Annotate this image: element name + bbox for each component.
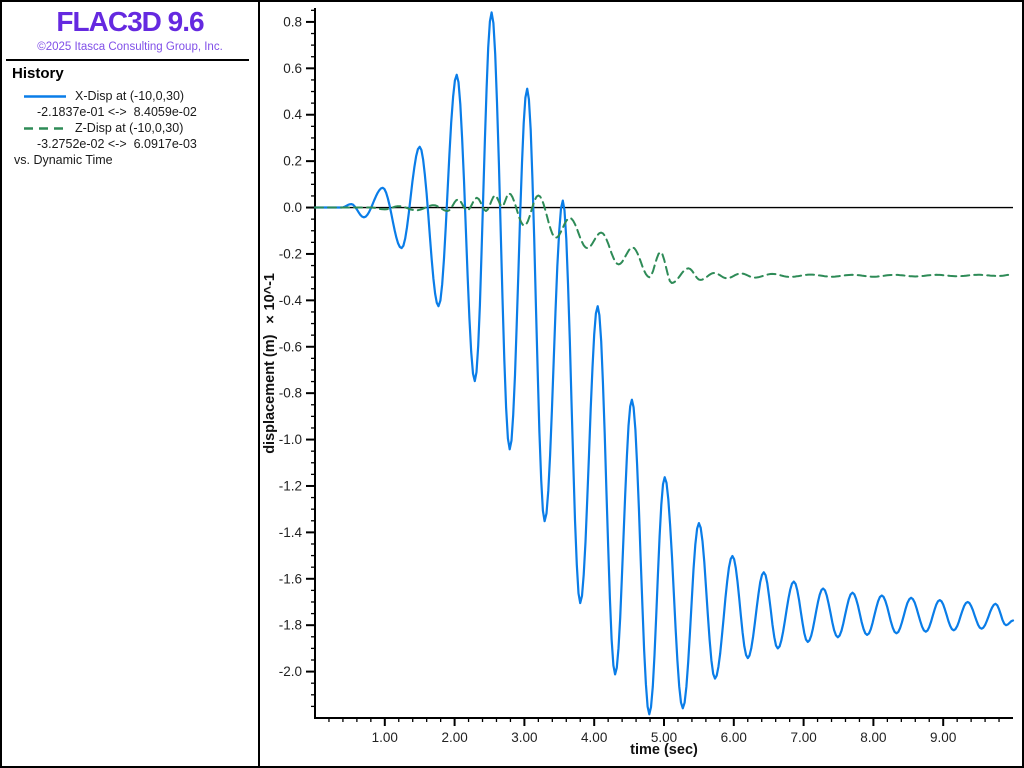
y-axis-title: displacement (m) ×10^-1	[262, 273, 278, 454]
plot-area: 0.8 0.6 0.4 0.2 0.0 -0.2 -0.4 -0.6 -0.8 -1.0 -1.2 -…	[260, 2, 1022, 766]
history-section-title: History	[12, 65, 64, 82]
x-disp-curve	[313, 11, 1015, 716]
legend-range: -3.2752e-02 <-> 6.0917e-03	[37, 137, 197, 151]
legend-range: -2.1837e-01 <-> 8.4059e-02	[37, 105, 197, 119]
y-tick-label: -0.8	[279, 386, 302, 401]
y-tick-label: -1.2	[279, 478, 302, 493]
legend-item: Z-Disp at (-10,0,30) -3.2752e-02 <-> 6.09…	[2, 120, 254, 152]
legend-list: X-Disp at (-10,0,30) -2.1837e-01 <-> 8.40…	[2, 88, 254, 152]
y-tick-label: 0.8	[283, 14, 302, 29]
legend-line-sample	[24, 126, 66, 130]
legend-sidebar: FLAC3D 9.6 ©2025 Itasca Consulting Group…	[2, 2, 260, 766]
y-tick-label: 0.2	[283, 154, 302, 169]
x-axis-title: time (sec)	[630, 742, 698, 758]
y-tick-label: 0.4	[283, 107, 302, 122]
legend-label: X-Disp at (-10,0,30)	[75, 89, 185, 103]
x-tick-label: 2.00	[441, 730, 467, 745]
legend-line-sample	[24, 94, 66, 98]
x-tick-label: 6.00	[721, 730, 747, 745]
y-tick-label: -2.0	[279, 664, 302, 679]
x-tick-label: 9.00	[930, 730, 956, 745]
y-tick-label: -1.0	[279, 432, 302, 447]
y-tick-label: -0.4	[279, 293, 303, 308]
y-tick-label: 0.6	[283, 61, 302, 76]
sidebar-separator	[6, 59, 249, 61]
y-tick-label: 0.0	[283, 200, 302, 215]
app-logo: FLAC3D 9.6	[56, 6, 204, 37]
copyright-text: ©2025 Itasca Consulting Group, Inc.	[37, 41, 223, 53]
y-tick-label: -0.6	[279, 339, 302, 354]
x-tick-label: 7.00	[790, 730, 816, 745]
legend-item: X-Disp at (-10,0,30) -2.1837e-01 <-> 8.40…	[2, 88, 254, 120]
y-tick-label: -1.4	[279, 525, 303, 540]
x-tick-label: 3.00	[511, 730, 537, 745]
x-tick-label: 1.00	[372, 730, 398, 745]
vs-dynamic-time-label: vs. Dynamic Time	[14, 153, 113, 167]
y-tick-label: -1.6	[279, 571, 302, 586]
legend-label: Z-Disp at (-10,0,30)	[75, 121, 184, 135]
x-tick-label: 5.00	[651, 730, 677, 745]
y-tick-label: -1.8	[279, 618, 302, 633]
x-tick-label: 8.00	[860, 730, 886, 745]
plot-svg: 0.8 0.6 0.4 0.2 0.0 -0.2 -0.4 -0.6 -0.8 -1.0 -1.2 -…	[279, 8, 1015, 745]
x-tick-label: 4.00	[581, 730, 607, 745]
z-disp-curve	[314, 192, 1014, 284]
y-tick-label: -0.2	[279, 246, 302, 261]
